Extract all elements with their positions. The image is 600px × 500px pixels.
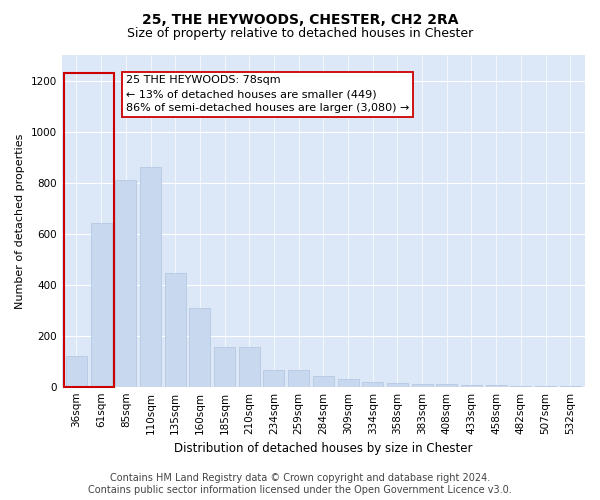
Bar xyxy=(190,308,211,386)
Y-axis label: Number of detached properties: Number of detached properties xyxy=(15,133,25,308)
Bar xyxy=(165,273,186,386)
Bar xyxy=(214,347,235,387)
X-axis label: Distribution of detached houses by size in Chester: Distribution of detached houses by size … xyxy=(174,442,473,455)
Bar xyxy=(64,73,113,386)
Bar xyxy=(387,383,408,386)
Bar xyxy=(362,382,383,386)
Text: Contains HM Land Registry data © Crown copyright and database right 2024.
Contai: Contains HM Land Registry data © Crown c… xyxy=(88,474,512,495)
Bar xyxy=(313,376,334,386)
Text: Size of property relative to detached houses in Chester: Size of property relative to detached ho… xyxy=(127,28,473,40)
Text: 25 THE HEYWOODS: 78sqm
← 13% of detached houses are smaller (449)
86% of semi-de: 25 THE HEYWOODS: 78sqm ← 13% of detached… xyxy=(126,76,409,114)
Bar xyxy=(412,384,433,386)
Bar xyxy=(239,347,260,387)
Bar xyxy=(338,379,359,386)
Bar xyxy=(66,356,87,386)
Bar xyxy=(115,180,136,386)
Bar xyxy=(288,370,309,386)
Bar xyxy=(263,370,284,386)
Bar xyxy=(140,168,161,386)
Bar xyxy=(91,224,112,386)
Bar xyxy=(436,384,457,386)
Text: 25, THE HEYWOODS, CHESTER, CH2 2RA: 25, THE HEYWOODS, CHESTER, CH2 2RA xyxy=(142,12,458,26)
